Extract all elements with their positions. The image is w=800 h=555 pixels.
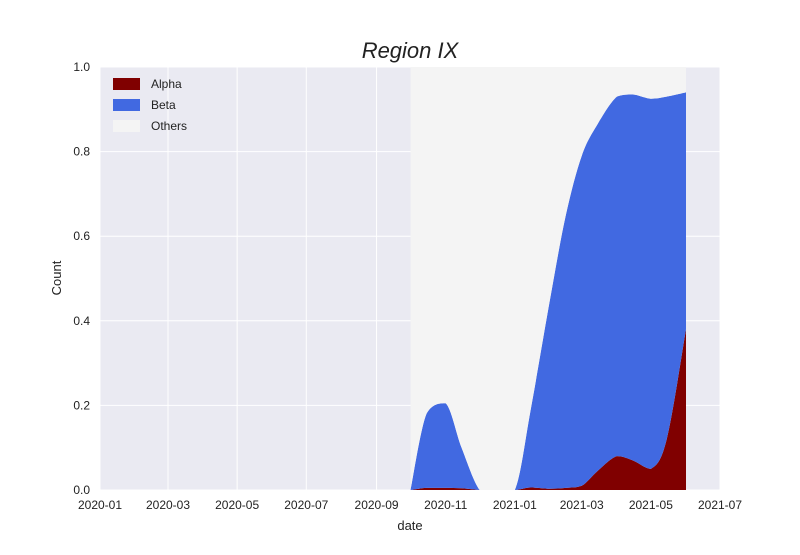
x-tick-label: 2020-11 (424, 498, 467, 512)
x-axis-label: date (397, 518, 422, 533)
legend-label-alpha: Alpha (151, 77, 182, 91)
area-alpha (410, 329, 686, 490)
x-tick-label: 2021-01 (493, 498, 537, 512)
x-tick-label: 2021-05 (629, 498, 673, 512)
y-tick-label: 0.2 (73, 398, 90, 412)
legend-swatch-others (113, 120, 140, 132)
x-tick-label: 2020-05 (215, 498, 259, 512)
y-tick-label: 0.4 (73, 314, 90, 328)
x-tick-label: 2020-07 (284, 498, 328, 512)
y-axis-label: Count (49, 260, 64, 295)
y-tick-label: 0.0 (73, 483, 90, 497)
area-others (410, 67, 686, 490)
x-tick-label: 2020-09 (355, 498, 399, 512)
area-beta (410, 92, 686, 490)
tick-labels: 2020-01 2020-03 2020-05 2020-07 2020-09 2020-… (73, 60, 742, 512)
legend-label-others: Others (151, 119, 187, 133)
legend-swatch-alpha (113, 78, 140, 90)
legend-swatch-beta (113, 99, 140, 111)
stacked-areas (410, 67, 686, 490)
chart-title: Region IX (362, 38, 460, 63)
y-tick-label: 1.0 (73, 60, 90, 74)
x-tick-label: 2020-01 (78, 498, 122, 512)
x-tick-label: 2021-03 (560, 498, 604, 512)
y-tick-label: 0.6 (73, 229, 90, 243)
x-tick-label: 2021-07 (698, 498, 742, 512)
legend: Alpha Beta Others (113, 77, 187, 133)
legend-label-beta: Beta (151, 98, 176, 112)
y-tick-label: 0.8 (73, 145, 90, 159)
x-tick-label: 2020-03 (146, 498, 190, 512)
